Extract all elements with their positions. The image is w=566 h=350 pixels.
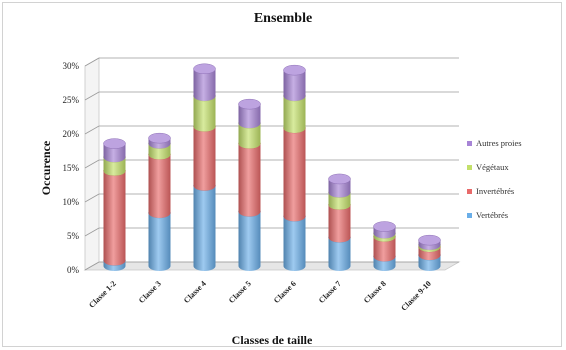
chart-title: Ensemble [254, 11, 312, 26]
bar-segment [193, 63, 216, 101]
legend: Autres proies Végétaux Invertébrés Vertébré… [467, 138, 522, 220]
bars-layer [103, 63, 441, 271]
bar-segment-body [148, 154, 171, 218]
y-tick-label: 0% [67, 265, 80, 275]
legend-item: Invertébrés [467, 186, 514, 196]
y-tick-label: 25% [63, 95, 80, 105]
bar-segment-body [283, 127, 306, 222]
gridline [84, 125, 100, 135]
bar-segment-cap [373, 221, 396, 232]
legend-item: Vertébrés [467, 210, 508, 220]
bar-stack [283, 64, 306, 271]
bar-stack [103, 138, 126, 271]
gridline [84, 57, 100, 67]
legend-label: Autres proies [476, 138, 522, 148]
bar-segment [193, 180, 216, 271]
bar-segment [238, 98, 261, 129]
y-tick-label: 15% [63, 163, 80, 173]
bar-segment [238, 138, 261, 217]
bar-segment-body [373, 236, 396, 262]
bar-segment-cap [418, 234, 441, 246]
gridline [84, 227, 100, 237]
bar-segment [373, 221, 396, 239]
bar-segment [283, 122, 306, 222]
bar-stack [418, 234, 441, 271]
bar-segment-body [238, 143, 261, 217]
bar-segment-body [328, 237, 351, 271]
bar-stack [328, 173, 351, 271]
x-tick-label: Classe 8 [362, 279, 388, 305]
bar-segment-body [103, 143, 126, 163]
bar-segment [148, 132, 171, 149]
x-tick-label: Classe 1-2 [87, 279, 118, 310]
x-tick-label: Classe 3 [137, 279, 163, 305]
x-tick-labels: Classe 1-2 Classe 3 Classe 4 Classe 5 Classe… [87, 279, 433, 313]
bar-segment-cap [283, 64, 306, 76]
y-axis-title: Occurence [39, 140, 53, 195]
legend-swatch [467, 165, 472, 170]
bar-segment-body [238, 211, 261, 271]
legend-swatch [467, 141, 472, 146]
bar-segment-cap [238, 98, 261, 110]
bar-segment [103, 138, 126, 163]
legend-item: Végétaux [467, 162, 509, 172]
bar-segment [418, 234, 441, 250]
legend-item: Autres proies [467, 138, 522, 148]
y-tick-label: 30% [63, 61, 80, 71]
bar-segment-body [193, 126, 216, 191]
bar-segment-body [283, 96, 306, 133]
legend-label: Vertébrés [476, 210, 508, 220]
bar-segment-body [103, 157, 126, 176]
bar-segment-cap [103, 138, 126, 149]
bar-segment-body [193, 96, 216, 132]
bar-segment [103, 165, 126, 266]
bar-segment-body [328, 178, 351, 198]
bar-segment [148, 149, 171, 218]
x-tick-label: Classe 4 [182, 279, 208, 305]
bar-stack [238, 98, 261, 271]
bar-segment-cap [148, 132, 171, 144]
x-tick-label: Classe 7 [317, 279, 343, 305]
gridline [84, 159, 100, 169]
y-tick-label: 10% [63, 197, 80, 207]
bar-segment-cap [328, 173, 351, 185]
x-tick-label: Classe 5 [227, 279, 253, 305]
gridline [84, 91, 100, 101]
bar-segment-body [148, 212, 171, 271]
floor [83, 261, 461, 271]
gridline [84, 193, 100, 203]
y-tick-label: 20% [63, 129, 80, 139]
x-axis-title: Classes de taille [232, 333, 313, 347]
bar-segment-body [193, 185, 216, 271]
bar-segment-body [193, 68, 216, 101]
bar-stack [373, 221, 396, 271]
x-tick-label: Classe 6 [272, 279, 298, 305]
bar-segment-body [238, 123, 261, 149]
bar-segment [328, 173, 351, 198]
legend-label: Invertébrés [476, 186, 514, 196]
gridline [84, 261, 100, 271]
bar-segment-cap [193, 63, 216, 75]
bar-segment-body [328, 204, 351, 243]
legend-swatch [467, 189, 472, 194]
bar-segment-body [283, 216, 306, 271]
x-tick-label: Classe 9-10 [399, 279, 433, 313]
legend-label: Végétaux [476, 162, 509, 172]
y-tick-label: 5% [67, 231, 80, 241]
bar-segment [283, 64, 306, 101]
bar-segment-body [238, 104, 261, 129]
legend-swatch [467, 213, 472, 218]
bar-segment [193, 121, 216, 191]
bar-segment-body [103, 170, 126, 266]
grid-layer [83, 57, 461, 271]
bar-segment-body [283, 70, 306, 101]
y-ticks: 0% 5% 10% 15% 20% 25% 30% [63, 61, 80, 275]
bar-stack [193, 63, 216, 271]
bar-stack [148, 132, 171, 271]
